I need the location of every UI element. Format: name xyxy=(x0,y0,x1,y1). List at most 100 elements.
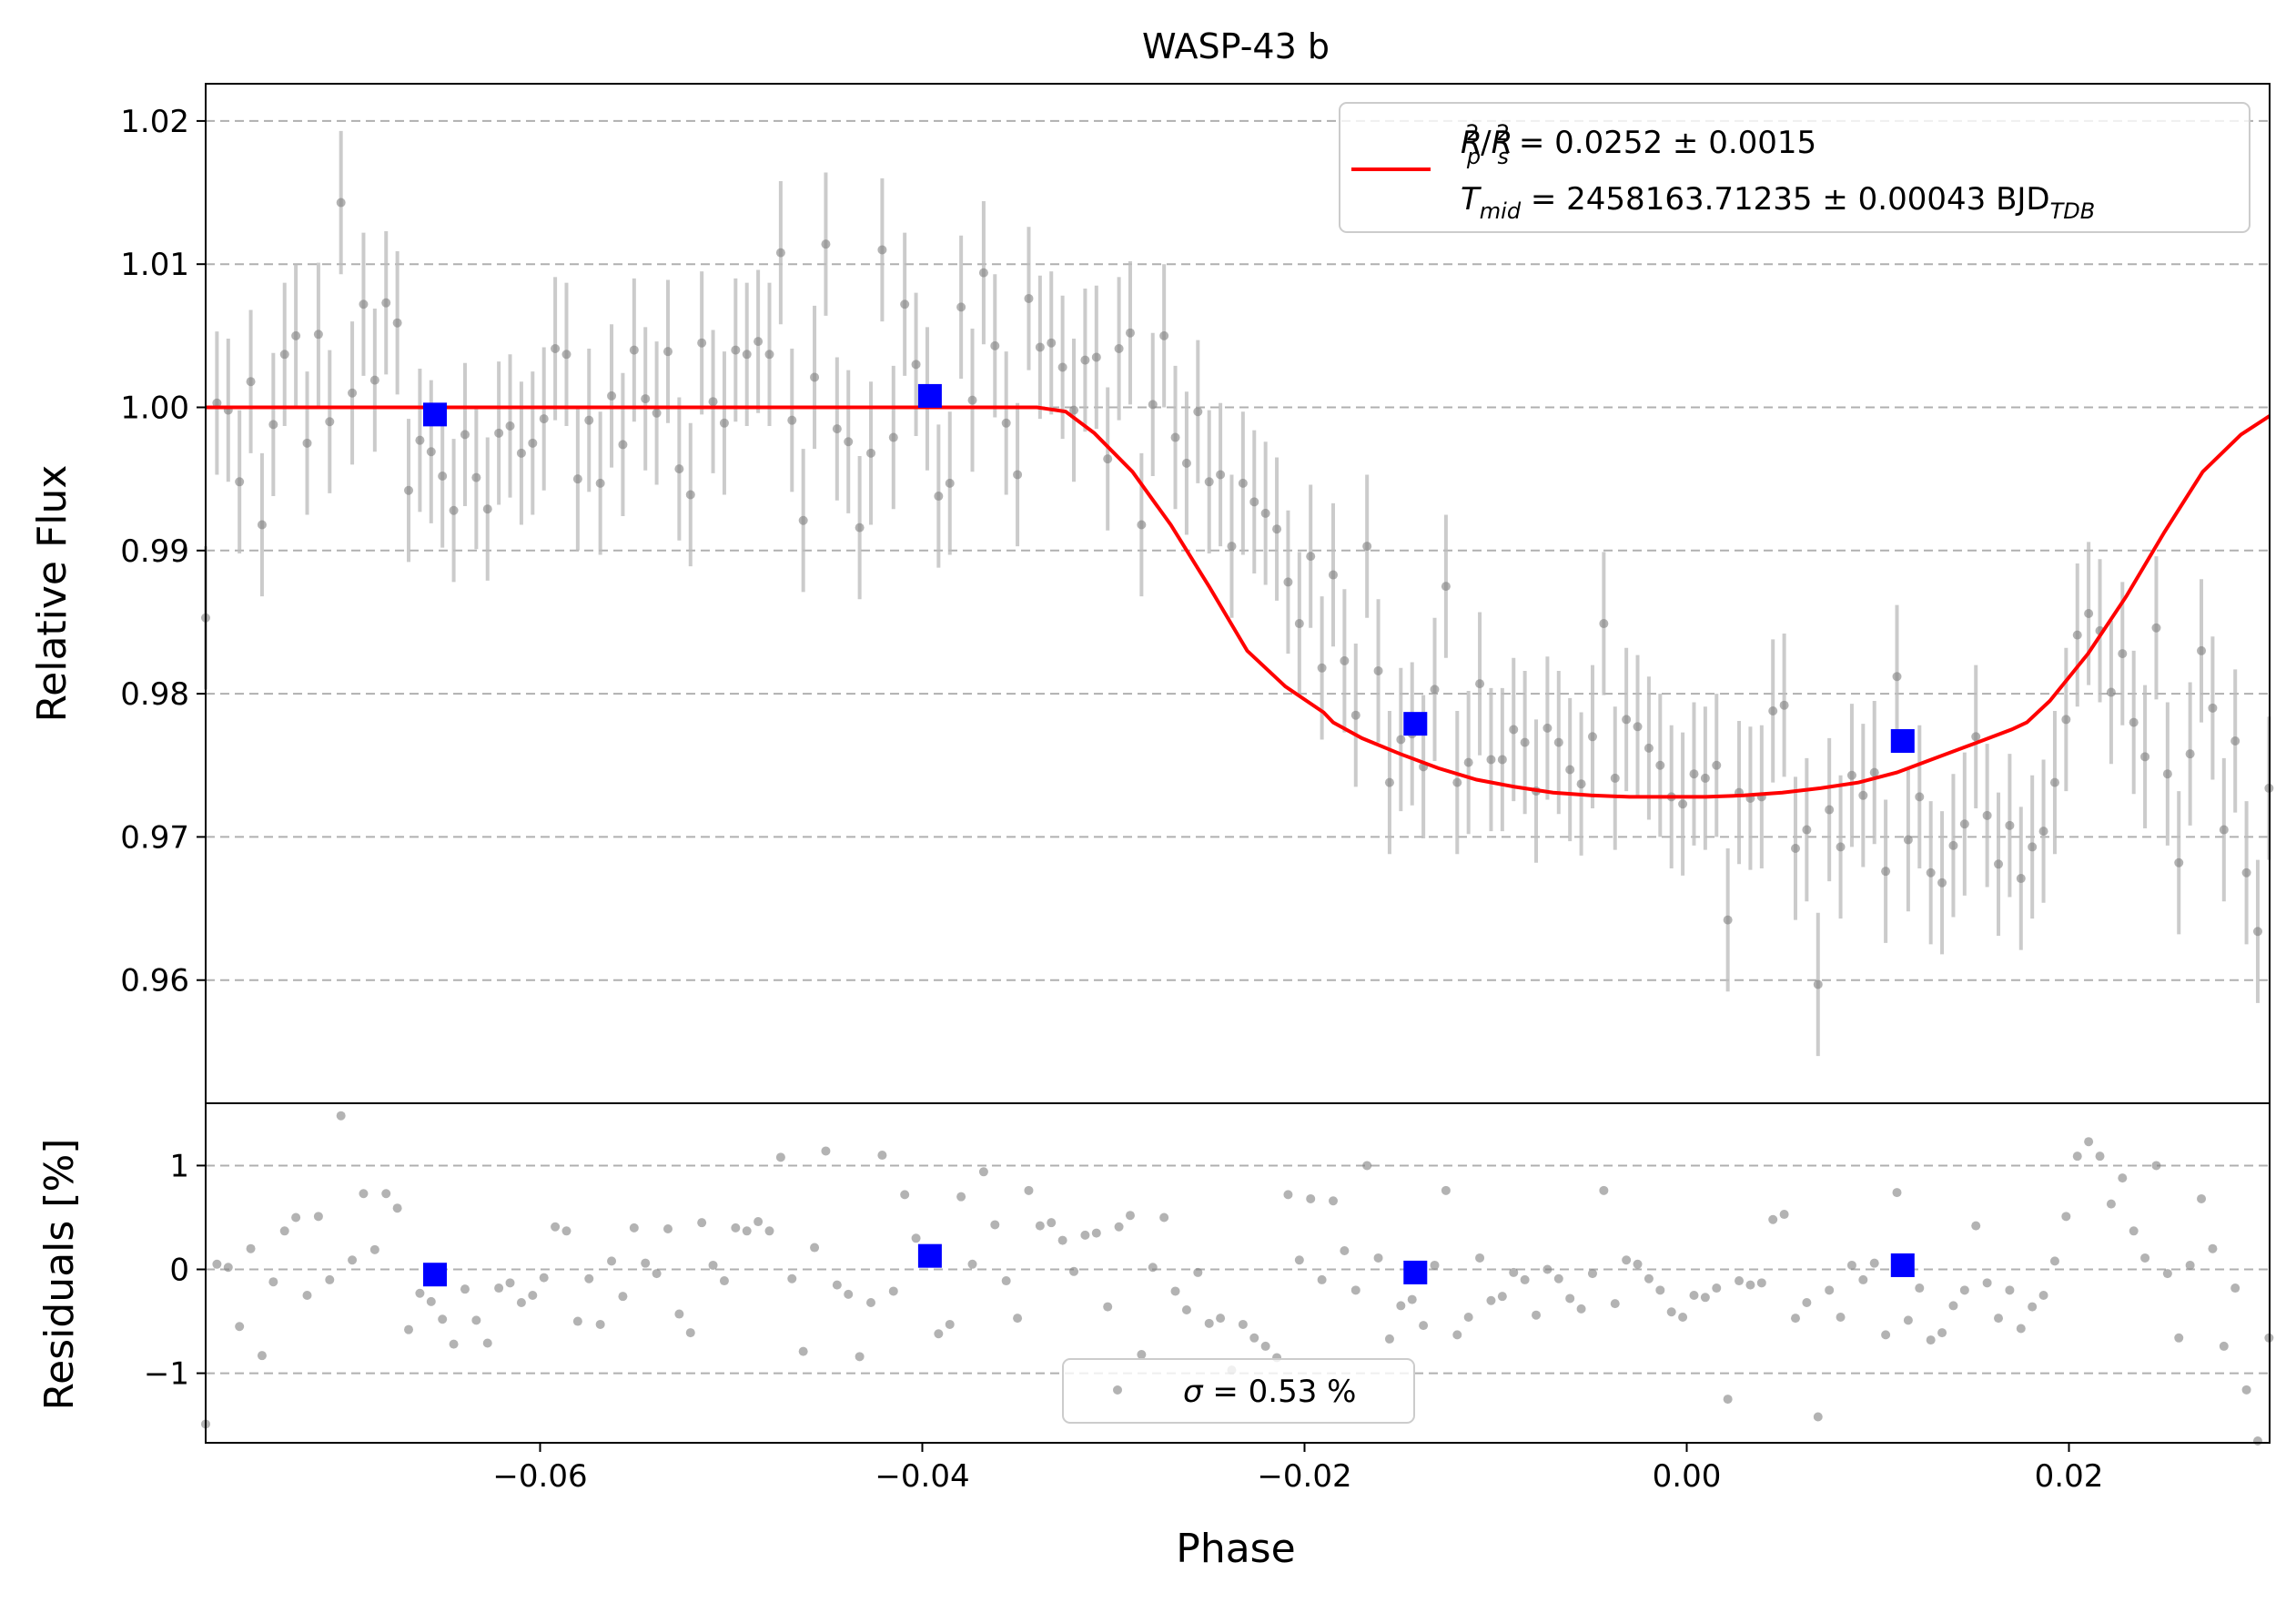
flux-point xyxy=(1317,663,1327,673)
flux-point xyxy=(268,420,278,430)
residual-point xyxy=(539,1273,549,1283)
residual-point xyxy=(1745,1280,1755,1290)
legend-tmid-label: Tmid = 2458163.71235 ± 0.00043 BJDTDB xyxy=(1461,181,2095,224)
residual-point xyxy=(1463,1312,1473,1322)
residual-point xyxy=(1103,1302,1113,1312)
residual-point xyxy=(1712,1283,1722,1294)
residual-point xyxy=(313,1212,323,1222)
flux-point xyxy=(392,318,402,328)
residual-point xyxy=(1035,1221,1045,1231)
residual-point xyxy=(348,1255,358,1265)
residual-point xyxy=(844,1289,854,1299)
residual-point xyxy=(1091,1228,1101,1238)
flux-point xyxy=(1170,432,1180,442)
flux-point xyxy=(1148,400,1158,410)
flux-point xyxy=(235,477,245,487)
residual-point xyxy=(2118,1173,2128,1183)
flux-point xyxy=(1689,769,1699,779)
flux-point xyxy=(1881,867,1891,877)
residual-legend-sigma: σ xyxy=(1183,1374,1204,1410)
flux-point xyxy=(934,492,944,502)
residual-point xyxy=(494,1283,504,1294)
flux-point xyxy=(1565,765,1575,775)
main-ytick-label: 1.02 xyxy=(120,104,189,140)
residual-point xyxy=(1340,1245,1350,1255)
residual-point xyxy=(1756,1278,1766,1288)
residual-point xyxy=(832,1280,842,1290)
flux-point xyxy=(1790,844,1800,853)
legend-depth-label: R2 p/R2 s = 0.0252 ± 0.0015 xyxy=(1461,120,1816,169)
residual-point xyxy=(551,1222,561,1232)
residual-point xyxy=(1486,1295,1496,1305)
flux-point xyxy=(482,504,492,514)
residual-point xyxy=(2129,1226,2139,1236)
main-ytick-label: 0.97 xyxy=(120,819,189,856)
flux-point xyxy=(1587,732,1597,742)
residual-point xyxy=(584,1273,594,1283)
flux-point xyxy=(2084,609,2094,619)
residual-point xyxy=(2084,1137,2094,1147)
flux-point xyxy=(1971,732,1981,742)
flux-point xyxy=(990,340,1000,350)
flux-point xyxy=(302,438,312,448)
flux-point xyxy=(663,347,673,357)
residual-point xyxy=(2230,1283,2240,1294)
flux-point xyxy=(1069,405,1079,415)
residual-point xyxy=(1678,1312,1688,1322)
residual-legend-value: = 0.53 % xyxy=(1203,1374,1357,1410)
main-ytick-label: 1.01 xyxy=(120,247,189,283)
flux-point xyxy=(978,268,988,278)
residual-point xyxy=(1622,1255,1632,1265)
flux-point xyxy=(1813,979,1823,989)
residual-point xyxy=(2106,1199,2116,1209)
flux-point xyxy=(685,490,695,500)
flux-point xyxy=(1497,755,1507,765)
flux-point xyxy=(1723,915,1733,925)
flux-point xyxy=(956,302,966,312)
residual-point xyxy=(2241,1385,2251,1395)
flux-point xyxy=(539,414,549,424)
residual-point xyxy=(708,1260,718,1270)
residual-point xyxy=(764,1226,774,1236)
residual-point xyxy=(629,1223,639,1233)
residual-point xyxy=(2028,1302,2038,1312)
residual-binned-point xyxy=(1403,1260,1428,1284)
flux-point xyxy=(754,337,764,347)
residual-point xyxy=(2162,1269,2172,1279)
residual-ytick-label: 1 xyxy=(169,1148,189,1184)
flux-point xyxy=(607,391,617,401)
residual-point xyxy=(426,1296,436,1306)
residual-point xyxy=(1520,1274,1530,1284)
residual-point xyxy=(775,1152,785,1162)
residual-point xyxy=(246,1243,256,1253)
residual-xtick-label: −0.02 xyxy=(1257,1458,1351,1495)
residual-binned-points xyxy=(423,1243,1915,1287)
flux-point xyxy=(1001,418,1011,428)
flux-point xyxy=(787,415,797,425)
flux-point xyxy=(1836,842,1846,852)
residual-point xyxy=(1001,1276,1011,1286)
flux-point xyxy=(1283,577,1293,587)
residual-point xyxy=(1768,1214,1778,1224)
legend-box xyxy=(1339,102,2250,233)
residual-point xyxy=(1407,1294,1417,1304)
residual-point xyxy=(438,1314,448,1324)
residual-point xyxy=(1204,1318,1214,1328)
flux-point xyxy=(528,438,538,448)
flux-point xyxy=(764,350,774,360)
flux-point xyxy=(866,448,876,458)
residual-point xyxy=(404,1324,414,1334)
residual-point xyxy=(595,1319,605,1329)
flux-point xyxy=(1080,355,1090,365)
flux-point xyxy=(1599,619,1609,629)
residual-point xyxy=(1080,1230,1090,1240)
flux-point xyxy=(1825,805,1835,815)
flux-point xyxy=(1204,477,1214,487)
residual-point xyxy=(697,1218,707,1228)
residual-point xyxy=(1959,1285,1969,1295)
flux-point xyxy=(844,437,854,447)
flux-point xyxy=(1509,725,1519,735)
flux-point xyxy=(1622,715,1632,725)
residual-axes-frame xyxy=(205,1102,2271,1444)
flux-point xyxy=(900,299,910,309)
